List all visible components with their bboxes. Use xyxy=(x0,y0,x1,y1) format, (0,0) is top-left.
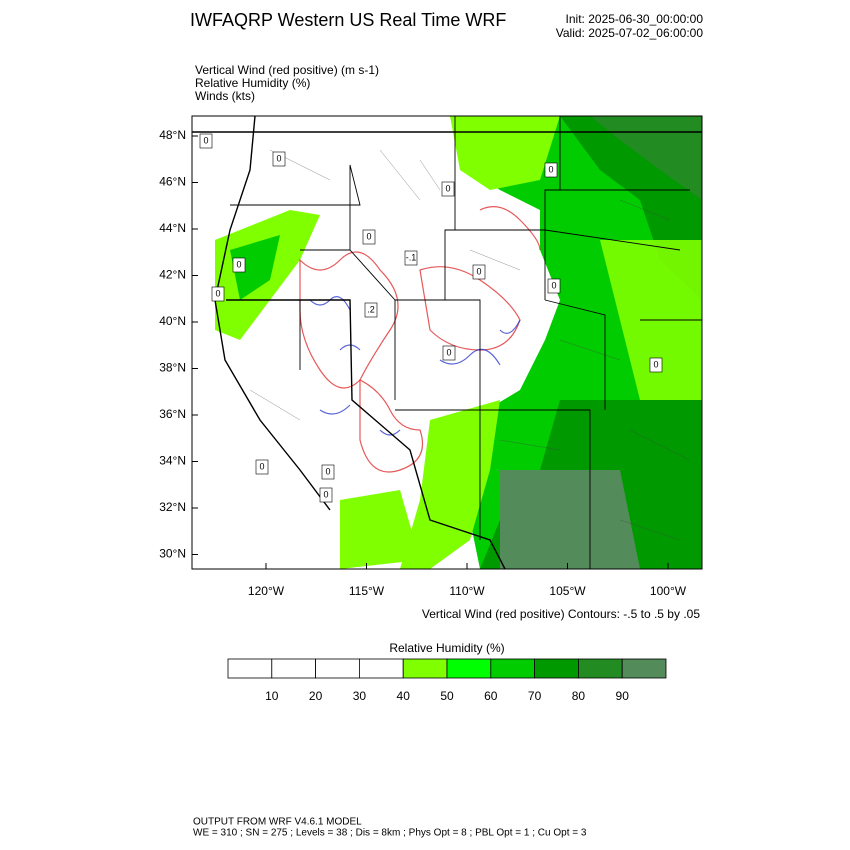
valid-time: Valid: 2025-07-02_06:00:00 xyxy=(556,26,704,40)
contour-label: 0 xyxy=(236,259,241,269)
lat-label: 34°N xyxy=(159,454,186,468)
colorbar-box xyxy=(490,658,535,679)
contour-label: 0 xyxy=(548,164,553,174)
map-labels: 48°N 46°N 44°N 42°N 40°N 38°N 36°N 34°N 32°N 30°N… xyxy=(159,128,687,598)
footer-settings: WE = 310 ; SN = 275 ; Levels = 38 ; Dis … xyxy=(193,828,587,839)
colorbar-box xyxy=(578,658,623,679)
contour-label-box xyxy=(544,162,558,178)
lat-label: 36°N xyxy=(159,407,186,421)
contour-label: 0 xyxy=(276,153,281,163)
colorbar-box xyxy=(271,658,316,679)
contour-label-box xyxy=(404,250,418,266)
colorbar-box xyxy=(534,658,579,679)
contour-label-box xyxy=(547,278,561,294)
colorbar-label: 70 xyxy=(528,689,542,703)
colorbar-label: 10 xyxy=(265,689,279,703)
title: IWFAQRP Western US Real Time WRF xyxy=(190,10,506,30)
colorbar-box xyxy=(315,658,360,679)
field-label: Vertical Wind (red positive) (m s-1) xyxy=(195,63,379,77)
lat-label: 44°N xyxy=(159,221,186,235)
lat-label: 40°N xyxy=(159,314,186,328)
lat-label: 48°N xyxy=(159,128,186,142)
contour-label: 0 xyxy=(366,231,371,241)
contour-label: .2 xyxy=(367,304,375,314)
contour-label: 0 xyxy=(476,266,481,276)
lat-label: 46°N xyxy=(159,175,186,189)
lat-label: 42°N xyxy=(159,268,186,282)
colorbar-box xyxy=(402,658,448,679)
field-label: Winds (kts) xyxy=(195,89,255,103)
footer-model: OUTPUT FROM WRF V4.6.1 MODEL xyxy=(193,817,362,828)
lon-label: 110°W xyxy=(449,584,485,598)
map-frame xyxy=(191,115,703,570)
contour-label-box xyxy=(272,151,286,167)
contour-label-box xyxy=(321,464,335,480)
contour-note: Vertical Wind (red positive) Contours: -… xyxy=(422,607,700,621)
colorbar-box xyxy=(446,658,492,679)
colorbar-label: 20 xyxy=(309,689,323,703)
lat-label: 30°N xyxy=(159,547,186,561)
contour-label: -.1 xyxy=(406,252,417,262)
colorbar-title: Relative Humidity (%) xyxy=(389,641,504,655)
contour-label-box xyxy=(472,264,486,280)
colorbar: 10 20 30 40 50 60 70 80 90 xyxy=(227,658,667,703)
colorbar-box xyxy=(358,658,404,679)
lat-label: 32°N xyxy=(159,500,186,514)
contour-label-box xyxy=(649,357,663,373)
colorbar-label: 90 xyxy=(616,689,630,703)
lon-label: 115°W xyxy=(349,584,385,598)
contour-label: 0 xyxy=(259,461,264,471)
contour-label-box xyxy=(211,286,225,302)
contour-label-box xyxy=(232,257,246,273)
contour-label: 0 xyxy=(215,288,220,298)
colorbar-label: 80 xyxy=(572,689,586,703)
lon-label: 105°W xyxy=(549,584,586,598)
contour-label-box xyxy=(362,229,376,245)
contour-label-box xyxy=(441,181,455,197)
contour-label: 0 xyxy=(551,280,556,290)
lon-label: 100°W xyxy=(650,584,687,598)
contour-label-box xyxy=(255,459,269,475)
lon-label: 120°W xyxy=(248,584,285,598)
contour-label: 0 xyxy=(446,347,451,357)
contour-label-box xyxy=(319,487,333,503)
colorbar-box xyxy=(621,658,667,679)
init-time: Init: 2025-06-30_00:00:00 xyxy=(566,12,704,26)
contour-label: 0 xyxy=(653,359,658,369)
contour-label: 0 xyxy=(203,135,208,145)
colorbar-label: 30 xyxy=(353,689,367,703)
colorbar-label: 50 xyxy=(440,689,454,703)
field-label: Relative Humidity (%) xyxy=(195,76,310,90)
lat-label: 38°N xyxy=(159,361,186,375)
contour-label: 0 xyxy=(323,489,328,499)
colorbar-label: 60 xyxy=(484,689,498,703)
contour-label-box xyxy=(442,345,456,361)
colorbar-box xyxy=(227,658,273,679)
contour-label-box xyxy=(199,133,213,149)
contour-label: 0 xyxy=(445,183,450,193)
colorbar-label: 40 xyxy=(397,689,411,703)
contour-label-box xyxy=(364,302,378,318)
contour-label: 0 xyxy=(325,466,330,476)
